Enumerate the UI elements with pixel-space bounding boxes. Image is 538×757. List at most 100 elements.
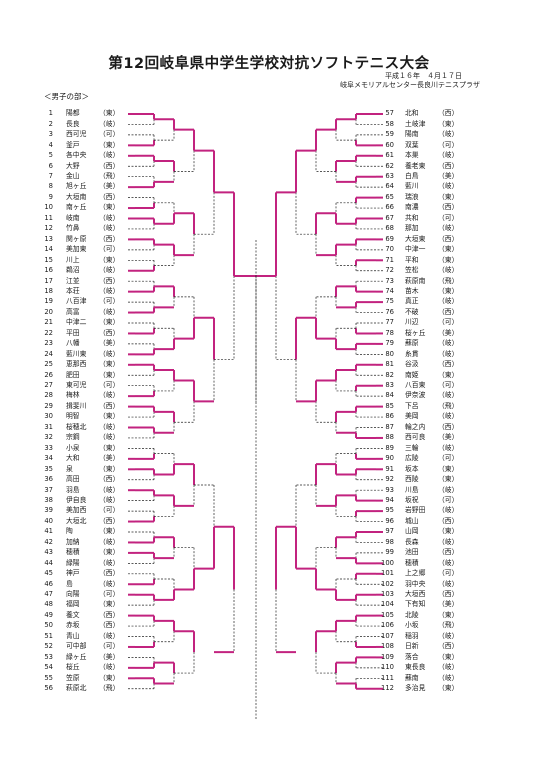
team-name: 南姫: [405, 370, 419, 379]
team-region: （可）: [438, 140, 459, 149]
team-name: 陶: [66, 527, 73, 536]
team-number: 25: [44, 360, 53, 369]
team-row: 2 長良 （岐）: [33, 120, 133, 130]
team-number: 91: [385, 464, 394, 473]
team-name: 向陽: [66, 590, 80, 598]
team-name: 糸貫: [405, 349, 419, 358]
team-number: 50: [44, 621, 53, 630]
team-number: 14: [44, 245, 53, 254]
team-name: 養老東: [405, 161, 426, 170]
team-name: 緑陽: [66, 558, 80, 567]
team-row: 45 神戸 （西）: [33, 569, 133, 579]
team-row: 73 萩原南 （飛）: [372, 277, 472, 287]
team-row: 100 穂積 （岐）: [372, 559, 472, 569]
team-number: 102: [381, 579, 394, 588]
team-region: （岐）: [438, 391, 459, 400]
team-row: 17 江並 （西）: [33, 277, 133, 287]
team-number: 79: [385, 339, 394, 348]
team-region: （東）: [99, 464, 120, 473]
team-number: 42: [44, 537, 53, 546]
team-region: （西）: [99, 276, 120, 285]
team-name: 苗木: [405, 286, 419, 295]
team-number: 17: [44, 276, 53, 285]
team-name: 中津二: [66, 318, 87, 327]
team-region: （西）: [99, 161, 120, 170]
team-region: （東）: [438, 527, 459, 536]
team-row: 77 川辺 （可）: [372, 318, 472, 328]
team-row: 102 羽中央 （岐）: [372, 580, 472, 590]
team-row: 94 坂祝 （可）: [372, 496, 472, 506]
team-name: 高富: [66, 307, 80, 316]
team-row: 82 南姫 （東）: [372, 371, 472, 381]
team-row: 3 西可児 （可）: [33, 130, 133, 140]
team-region: （可）: [438, 318, 459, 327]
team-region: （東）: [99, 443, 120, 452]
team-number: 11: [44, 213, 53, 222]
team-number: 100: [381, 558, 394, 567]
team-name: 穂積: [66, 548, 80, 557]
team-name: 揖斐川: [66, 401, 87, 410]
team-region: （岐）: [99, 391, 120, 400]
team-number: 23: [44, 339, 53, 348]
team-number: 38: [44, 495, 53, 504]
team-row: 55 笠原 （東）: [33, 674, 133, 684]
team-name: 落合: [405, 652, 419, 661]
team-name: 川上: [66, 255, 80, 264]
team-name: 土岐津: [405, 119, 426, 128]
team-row: 89 三輪 （岐）: [372, 444, 472, 454]
team-region: （東）: [99, 673, 120, 682]
team-number: 21: [44, 318, 53, 327]
team-name: 神戸: [66, 569, 80, 578]
team-row: 38 伊自良 （岐）: [33, 496, 133, 506]
team-region: （可）: [99, 506, 120, 515]
team-region: （西）: [99, 328, 120, 337]
team-region: （飛）: [99, 684, 120, 693]
team-region: （岐）: [438, 297, 459, 306]
event-venue: 岐阜メモリアルセンター長良川テニスプラザ: [340, 81, 480, 89]
team-region: （美）: [99, 339, 120, 348]
team-row: 26 肥田 （東）: [33, 371, 133, 381]
team-name: 輪之内: [405, 422, 426, 431]
page-title: 第12回岐阜県中学生学校対抗ソフトテニス大会: [108, 56, 430, 72]
team-row: 101 上之郷 （可）: [372, 569, 472, 579]
team-number: 80: [385, 349, 394, 358]
team-number: 64: [385, 182, 394, 191]
team-region: （西）: [438, 109, 459, 118]
team-region: （西）: [438, 360, 459, 369]
team-name: 長森: [405, 537, 419, 546]
team-number: 86: [385, 412, 394, 421]
team-number: 106: [381, 621, 394, 630]
team-number: 92: [385, 475, 394, 484]
team-row: 29 揖斐川 （西）: [33, 402, 133, 412]
team-name: 青山: [66, 631, 80, 640]
team-region: （岐）: [99, 349, 120, 358]
team-number: 107: [381, 631, 394, 640]
team-row: 61 本巣 （岐）: [372, 151, 472, 161]
team-region: （西）: [99, 234, 120, 243]
team-number: 67: [385, 213, 394, 222]
team-number: 63: [385, 172, 394, 180]
team-row: 30 明智 （東）: [33, 412, 133, 422]
team-row: 33 小泉 （東）: [33, 444, 133, 454]
team-number: 65: [385, 192, 394, 201]
team-number: 48: [44, 600, 53, 609]
team-name: 伊自良: [66, 495, 87, 504]
team-row: 62 養老東 （西）: [372, 162, 472, 172]
team-region: （岐）: [99, 119, 120, 128]
team-number: 12: [44, 224, 53, 233]
team-region: （東）: [438, 370, 459, 379]
team-region: （東）: [99, 412, 120, 421]
team-name: 羽島: [66, 485, 80, 494]
team-region: （西）: [438, 307, 459, 316]
team-row: 96 城山 （西）: [372, 517, 472, 527]
team-number: 30: [44, 412, 53, 421]
team-region: （西）: [438, 234, 459, 243]
team-name: 大垣西: [405, 590, 426, 598]
team-name: 恵那西: [66, 360, 87, 369]
team-name: 双葉: [405, 140, 419, 149]
team-name: 羽中央: [405, 579, 426, 588]
team-number: 39: [44, 506, 53, 515]
team-number: 98: [385, 537, 394, 546]
team-region: （可）: [438, 495, 459, 504]
